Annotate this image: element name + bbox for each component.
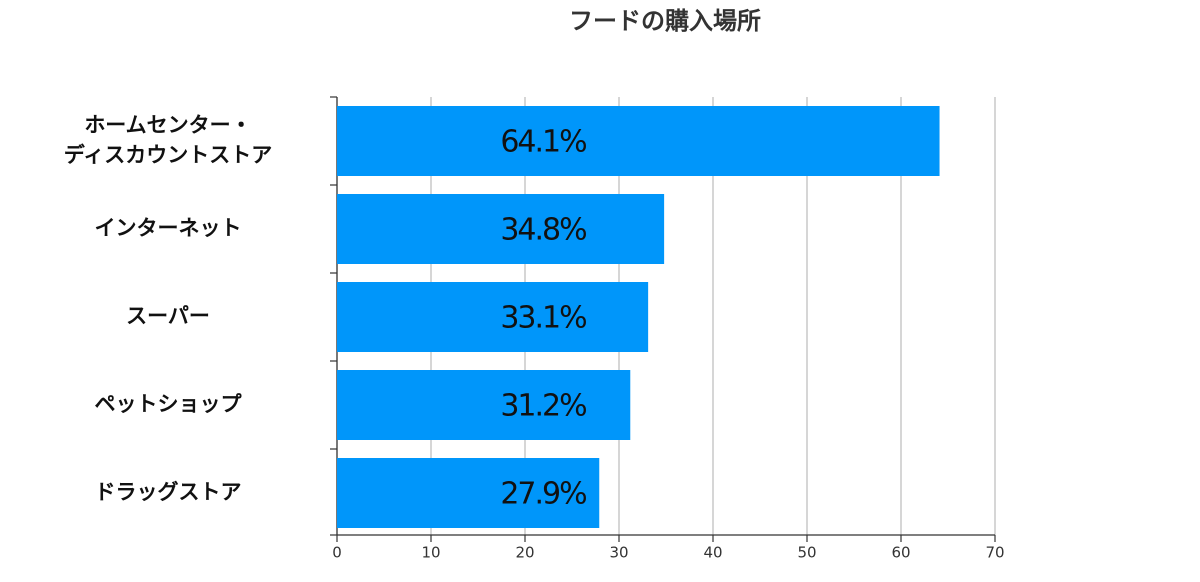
y-tick-label: インターネット <box>95 216 242 240</box>
x-tick-label: 60 <box>891 544 910 562</box>
x-tick-label: 30 <box>609 544 628 562</box>
bar <box>337 106 940 176</box>
x-tick-label: 70 <box>985 544 1004 562</box>
value-label: 33.1% <box>500 301 586 336</box>
x-tick-label: 0 <box>332 544 342 562</box>
bar <box>337 282 649 352</box>
x-tick-label: 10 <box>421 544 440 562</box>
value-label: 34.8% <box>500 213 586 248</box>
x-tick-label: 50 <box>797 544 816 562</box>
y-tick-label: スーパー <box>126 304 210 328</box>
bar <box>337 370 631 440</box>
value-label: 27.9% <box>500 477 586 512</box>
value-label: 31.2% <box>500 389 586 424</box>
bar <box>337 458 600 528</box>
bar <box>337 194 665 264</box>
chart-title: フードの購入場所 <box>569 7 761 35</box>
y-tick-label: ペットショップ <box>95 392 243 416</box>
x-tick-label: 20 <box>515 544 534 562</box>
y-tick-label: ドラッグストア <box>95 480 242 504</box>
y-tick-label: ホームセンター・ディスカウントストア <box>64 113 273 167</box>
x-tick-label: 40 <box>703 544 722 562</box>
value-label: 64.1% <box>500 125 586 160</box>
